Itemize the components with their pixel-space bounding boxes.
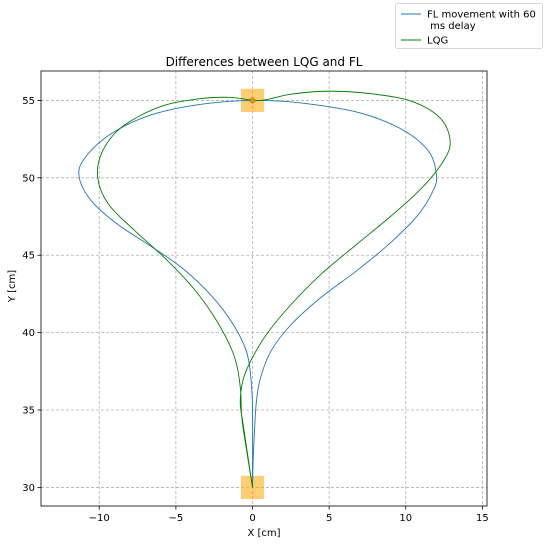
x-axis-label: X [cm] [247, 528, 280, 539]
y-tick-label: 55 [22, 96, 35, 107]
plot-frame [40, 70, 488, 507]
series-line-fl [78, 99, 438, 488]
y-tick-label: 35 [22, 406, 35, 417]
legend: FL movement with 60 ms delay LQG [395, 3, 543, 49]
target-marker [249, 97, 256, 104]
series-line-lqg [96, 90, 451, 488]
chart-title: Differences between LQG and FL [166, 55, 363, 69]
legend-label-lqg: LQG [427, 36, 448, 47]
legend-box [395, 3, 543, 49]
y-tick-label: 30 [22, 483, 35, 494]
x-tick-label: −5 [168, 513, 183, 524]
legend-label-fl: FL movement with 60 ms delay [427, 10, 536, 33]
y-axis-label: Y [cm] [7, 270, 18, 303]
x-ticks: −10 −5 0 5 10 15 [89, 506, 489, 524]
series-group [78, 90, 451, 488]
target-box [241, 475, 264, 500]
y-tick-label: 40 [22, 328, 35, 339]
x-tick-label: 10 [399, 513, 412, 524]
y-ticks: 30 35 40 45 50 55 [22, 96, 41, 494]
x-tick-label: 15 [476, 513, 489, 524]
y-tick-label: 50 [22, 173, 35, 184]
y-tick-label: 45 [22, 251, 35, 262]
x-tick-label: 5 [326, 513, 332, 524]
x-tick-label: 0 [249, 513, 255, 524]
markers [249, 97, 256, 104]
x-tick-label: −10 [89, 513, 110, 524]
